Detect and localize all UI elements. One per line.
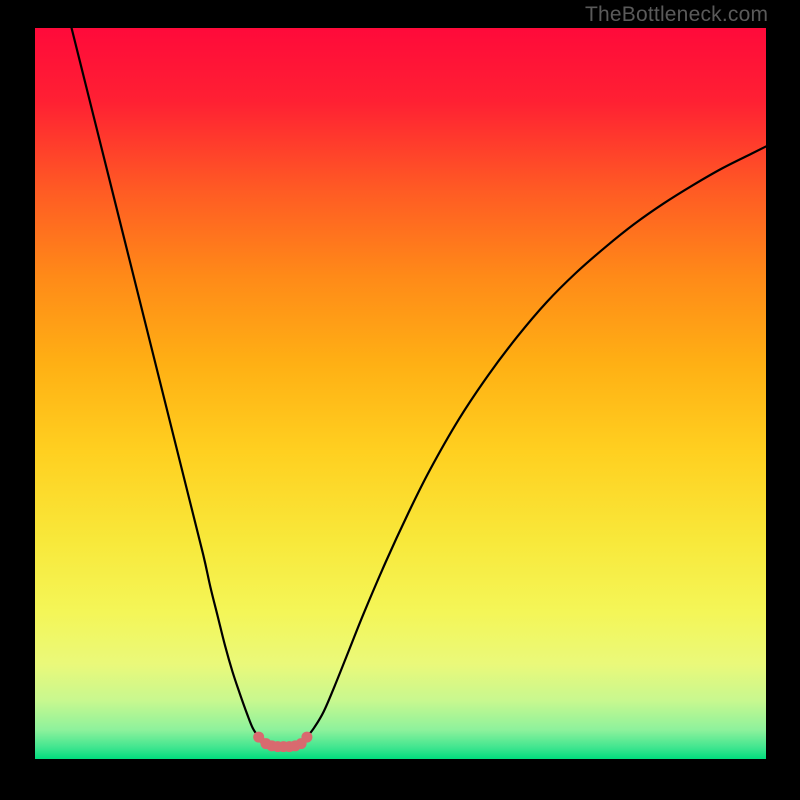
watermark-text: TheBottleneck.com (585, 3, 768, 27)
plot-area (35, 28, 766, 759)
chart-frame: TheBottleneck.com (0, 0, 800, 800)
curve-right (307, 146, 766, 737)
bottom-overlay-marker (301, 732, 312, 743)
curve-left (72, 28, 259, 737)
curve-layer (35, 28, 766, 759)
